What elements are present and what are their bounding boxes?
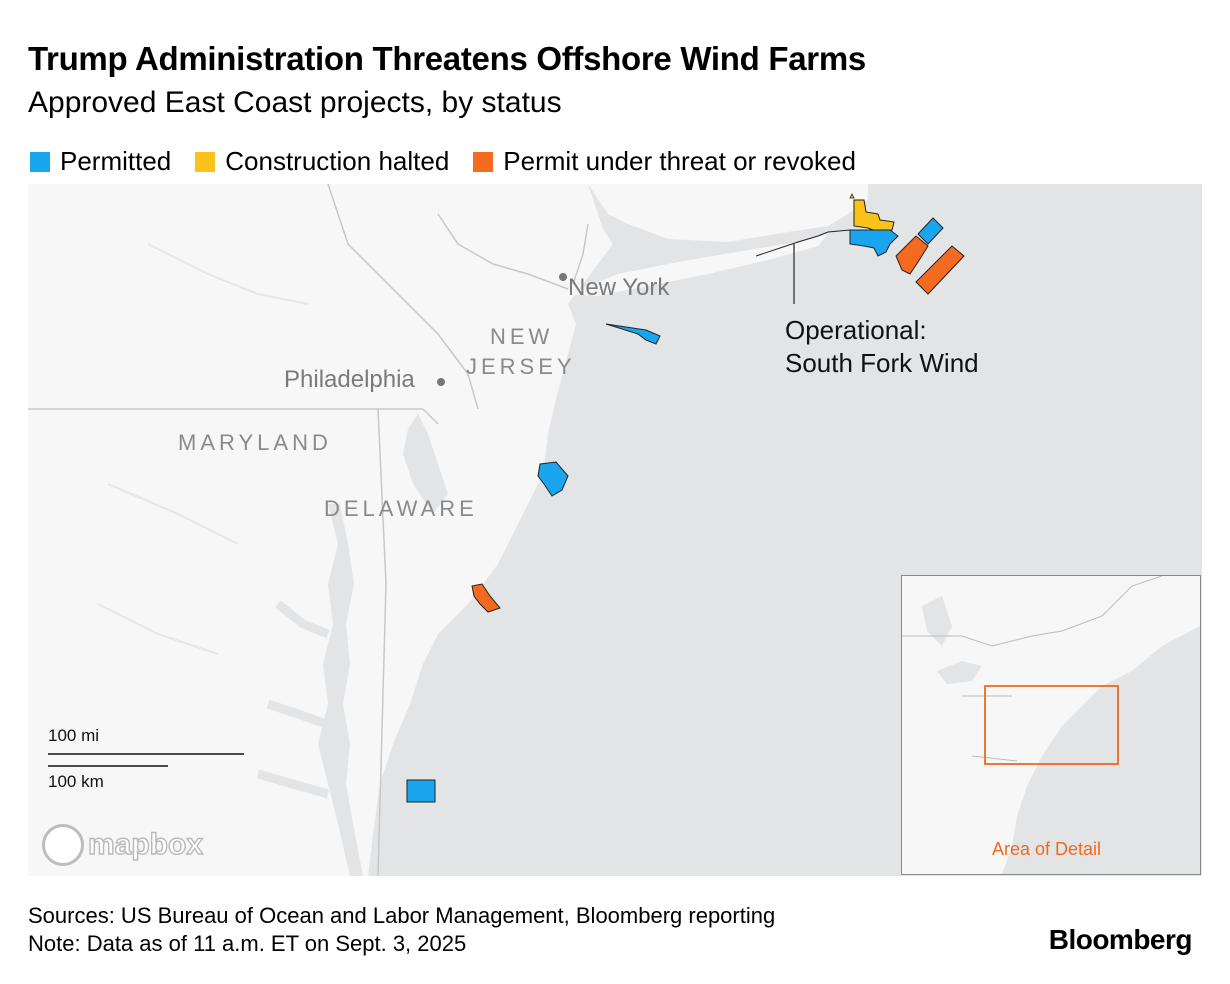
inset-map-base — [902, 576, 1200, 874]
wind-farm-permitted-atlantic-shores — [537, 461, 569, 497]
map-area: New York Philadelphia NEW JERSEY MARYLAN… — [28, 184, 1202, 876]
wind-farm-permitted-ne2 — [917, 217, 944, 245]
state-label-maryland: MARYLAND — [178, 430, 332, 455]
footer-sources: Sources: US Bureau of Ocean and Labor Ma… — [28, 903, 776, 928]
wind-farm-permitted-empire — [605, 323, 661, 345]
inset-land — [902, 576, 1200, 874]
wind-farm-threat-ne2 — [915, 245, 965, 295]
chesapeake-bay — [318, 504, 363, 876]
long-island — [568, 234, 828, 296]
wind-farm-threat-maryland — [471, 583, 501, 613]
footer-note: Note: Data as of 11 a.m. ET on Sept. 3, … — [28, 931, 467, 956]
footer-sources-block: Sources: US Bureau of Ocean and Labor Ma… — [28, 902, 775, 958]
mapbox-icon — [42, 824, 84, 866]
annotation-line2: South Fork Wind — [785, 348, 979, 378]
city-label-philadelphia: Philadelphia — [284, 366, 415, 393]
new-york-dot — [559, 273, 567, 281]
annotation-line1: Operational: — [785, 315, 927, 345]
legend-label-permit-threat: Permit under threat or revoked — [503, 146, 856, 176]
state-label-delaware: DELAWARE — [324, 496, 478, 521]
legend-item-permit-threat: Permit under threat or revoked — [473, 146, 856, 177]
bloomberg-logo: Bloomberg — [1048, 924, 1193, 955]
legend: Permitted Construction halted Permit und… — [30, 146, 880, 177]
map-base — [28, 184, 965, 876]
wind-farm-permitted-revolution — [849, 229, 899, 257]
mapbox-logo: mapbox — [42, 824, 204, 866]
legend-item-construction-halted: Construction halted — [195, 146, 449, 177]
legend-swatch-construction-halted — [195, 151, 216, 172]
inset-label: Area of Detail — [992, 839, 1102, 859]
mapbox-wordmark: mapbox — [87, 827, 204, 861]
philadelphia-dot — [437, 378, 445, 386]
legend-label-permitted: Permitted — [60, 146, 172, 176]
chart-subtitle: Approved East Coast projects, by status — [28, 86, 562, 119]
wind-farm-halted-2 — [849, 193, 855, 199]
scale-label-mi: 100 mi — [48, 726, 100, 745]
inset-area-of-detail — [984, 685, 1119, 765]
delaware-bay — [403, 414, 448, 514]
wind-farm-permitted-virginia — [406, 779, 436, 803]
rivers — [97, 243, 309, 655]
wind-farm-halted-1 — [853, 199, 895, 233]
legend-item-permitted: Permitted — [30, 146, 171, 177]
land-mass — [28, 184, 868, 876]
annotation-operational: Operational: South Fork Wind — [785, 314, 979, 380]
city-label-new-york: New York — [568, 274, 670, 301]
inset-borders — [902, 576, 1163, 762]
legend-swatch-permit-threat — [473, 151, 494, 172]
state-borders — [28, 184, 589, 876]
legend-swatch-permitted — [30, 151, 50, 172]
inset-map: Area of Detail — [901, 575, 1201, 875]
state-label-jersey: JERSEY — [466, 354, 576, 379]
wind-farm-threat-ne1 — [895, 235, 929, 275]
chart-title: Trump Administration Threatens Offshore … — [28, 40, 866, 77]
chesapeake-branch — [256, 600, 330, 799]
scale-label-km: 100 km — [48, 772, 104, 791]
state-label-new: NEW — [490, 324, 554, 349]
legend-label-construction-halted: Construction halted — [225, 146, 450, 176]
inset-great-lakes — [922, 596, 982, 684]
annotation-leader — [755, 229, 851, 257]
